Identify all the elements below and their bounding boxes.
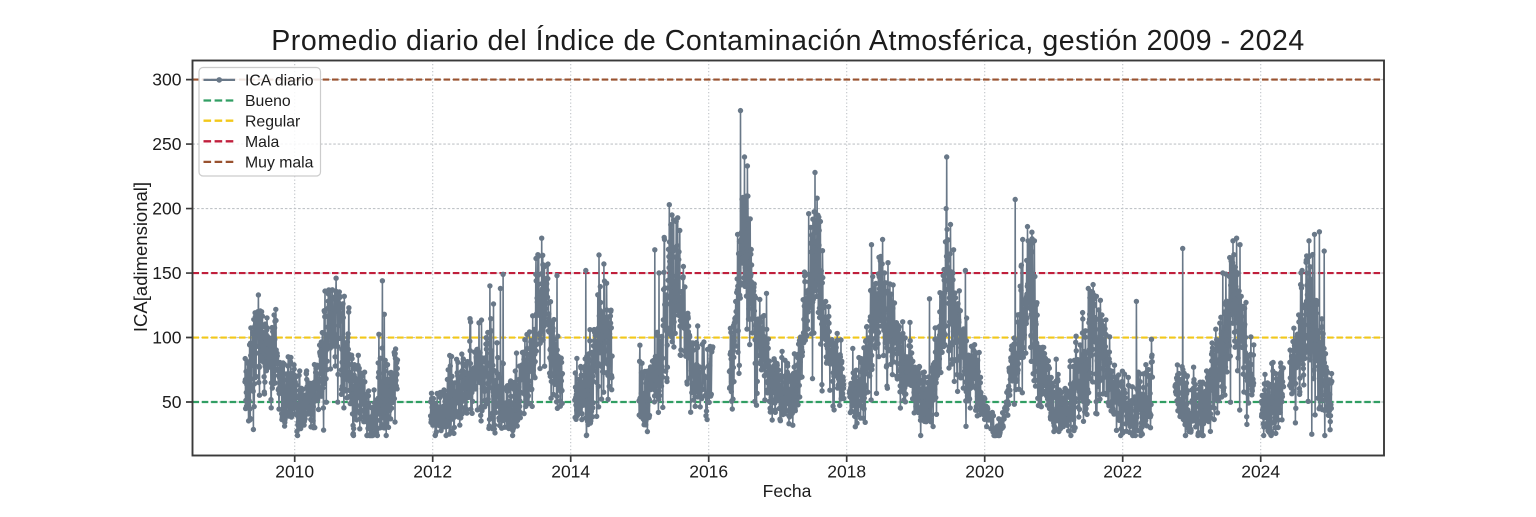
- svg-text:2014: 2014: [551, 462, 590, 482]
- svg-text:2010: 2010: [275, 462, 314, 482]
- svg-text:Regular: Regular: [245, 113, 300, 130]
- svg-text:2018: 2018: [827, 462, 866, 482]
- svg-text:Fecha: Fecha: [763, 481, 812, 501]
- svg-text:150: 150: [152, 263, 181, 283]
- svg-text:200: 200: [152, 199, 181, 219]
- svg-text:Promedio diario del Índice de: Promedio diario del Índice de Contaminac…: [271, 25, 1305, 57]
- svg-text:Bueno: Bueno: [245, 93, 291, 110]
- svg-text:250: 250: [152, 134, 181, 154]
- svg-text:ICA diario: ICA diario: [245, 73, 314, 90]
- svg-text:Mala: Mala: [245, 134, 279, 151]
- svg-text:2020: 2020: [965, 462, 1004, 482]
- svg-text:50: 50: [162, 392, 182, 412]
- svg-text:2024: 2024: [1241, 462, 1280, 482]
- svg-text:2012: 2012: [413, 462, 452, 482]
- svg-text:2022: 2022: [1103, 462, 1142, 482]
- svg-text:ICA[adimensional]: ICA[adimensional]: [130, 182, 151, 332]
- svg-text:2016: 2016: [689, 462, 728, 482]
- svg-text:Muy mala: Muy mala: [245, 155, 314, 172]
- svg-text:300: 300: [152, 70, 181, 90]
- svg-text:100: 100: [152, 328, 181, 348]
